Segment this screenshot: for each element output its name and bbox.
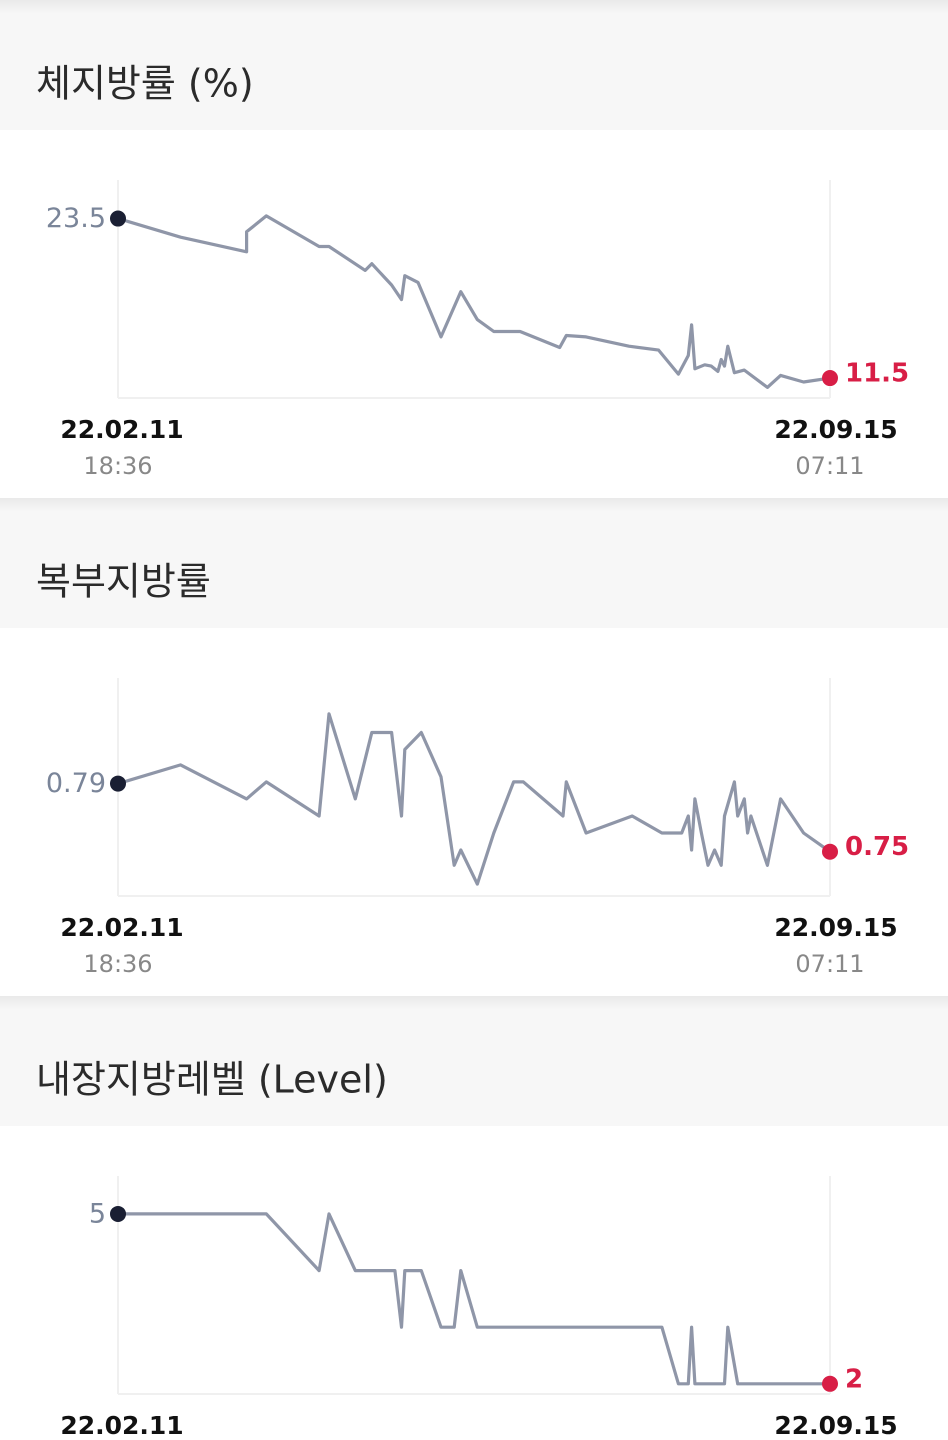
end-time: 07:11: [795, 452, 864, 480]
end-value: 11.5: [845, 359, 909, 389]
section-title: 내장지방레벨 (Level): [36, 1058, 388, 1102]
end-time: 07:11: [795, 950, 864, 978]
start-date: 22.02.11: [60, 415, 183, 444]
end-value: 2: [845, 1364, 863, 1394]
start-time: 18:36: [83, 452, 152, 480]
section-title: 복부지방률: [36, 560, 211, 604]
section-title: 체지방률 (%): [36, 62, 254, 106]
end-value: 0.75: [845, 832, 909, 862]
end-date: 22.09.15: [774, 415, 897, 444]
end-date: 22.09.15: [774, 1411, 897, 1440]
start-date: 22.02.11: [60, 913, 183, 942]
data-line: [117, 712, 831, 886]
end-dot: [822, 370, 838, 387]
start-dot: [110, 775, 126, 792]
start-value: 5: [89, 1198, 106, 1229]
end-dot: [822, 843, 838, 860]
end-date: 22.09.15: [774, 913, 897, 942]
start-time: 18:36: [83, 950, 152, 978]
start-value: 0.79: [46, 768, 106, 799]
header-shadow: [0, 996, 948, 1010]
start-dot: [110, 1205, 126, 1222]
header-shadow: [0, 498, 948, 512]
end-dot: [822, 1375, 838, 1392]
section-header: [0, 498, 948, 628]
start-value: 23.5: [46, 203, 106, 234]
header-shadow: [0, 0, 948, 14]
section-header: [0, 996, 948, 1126]
section-header: [0, 0, 948, 130]
start-date: 22.02.11: [60, 1411, 183, 1440]
start-dot: [110, 210, 126, 227]
data-line: [117, 214, 831, 389]
data-line: [118, 1212, 830, 1386]
